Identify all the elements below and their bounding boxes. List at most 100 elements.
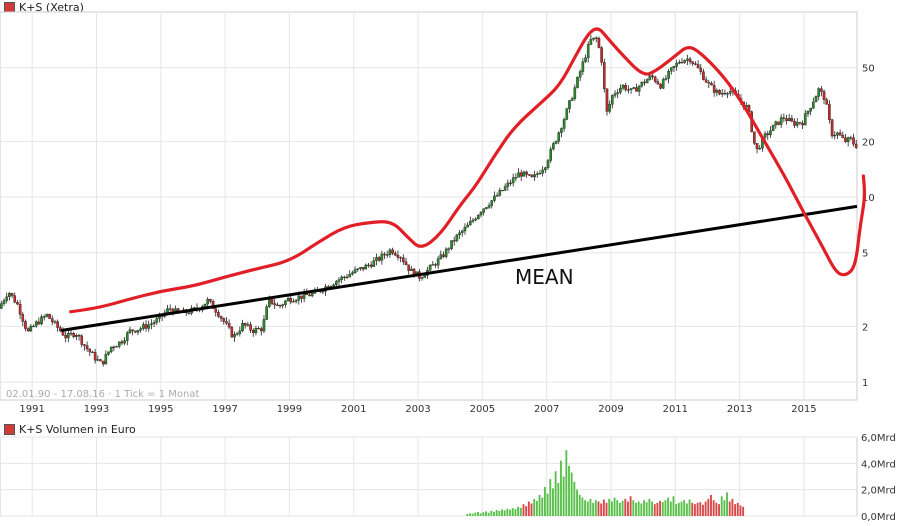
x-tick-label: 1999	[277, 404, 302, 415]
candle-body	[214, 308, 218, 313]
volume-bar	[685, 503, 688, 516]
volume-bar	[468, 513, 471, 516]
volume-bar	[527, 501, 530, 516]
price-chart-title-text: K+S (Xetra)	[19, 1, 84, 14]
volume-bar	[589, 498, 592, 516]
candle-body	[45, 313, 49, 317]
candle-body	[552, 143, 555, 150]
candle-body	[522, 171, 526, 177]
candle-body	[281, 304, 285, 307]
candle-body	[611, 95, 614, 105]
candle-body	[377, 257, 381, 261]
candle-body	[568, 100, 571, 109]
candle-body	[801, 122, 804, 126]
candle-body	[75, 335, 78, 337]
volume-bar	[597, 501, 600, 516]
candle-body	[48, 313, 51, 319]
candle-body	[688, 58, 692, 63]
candle-body	[383, 253, 386, 256]
candle-body	[763, 133, 767, 138]
candle-body	[501, 189, 504, 192]
candle-body	[833, 135, 837, 137]
candle-body	[817, 88, 820, 97]
volume-bar	[581, 497, 584, 516]
candle-body	[632, 87, 636, 89]
candle-body	[648, 75, 652, 80]
volume-bar	[485, 511, 487, 516]
volume-bar	[651, 501, 653, 516]
volume-bar	[605, 502, 608, 516]
candle-body	[651, 75, 654, 78]
volume-bar	[570, 472, 573, 516]
candle-body	[16, 302, 19, 305]
candle-body	[152, 322, 156, 324]
candle-body	[535, 173, 539, 175]
candle-body	[645, 79, 649, 84]
volume-bar	[637, 501, 640, 516]
candle-body	[292, 301, 295, 303]
candle-body	[629, 88, 633, 90]
candle-body	[450, 240, 453, 249]
volume-bar	[573, 481, 576, 516]
candle-body	[96, 359, 100, 361]
candle-body	[525, 171, 528, 175]
mean-line	[60, 204, 858, 332]
candle-body	[704, 79, 708, 83]
candle-body	[367, 264, 370, 266]
candle-body	[385, 254, 389, 256]
candle-body	[99, 359, 102, 362]
candle-body	[466, 224, 469, 228]
candle-body	[2, 300, 6, 304]
candle-body	[621, 84, 625, 89]
candle-body	[514, 177, 518, 179]
candle-body	[257, 328, 260, 330]
y-tick-label: 10	[862, 193, 875, 204]
candle-body	[675, 62, 678, 67]
x-tick-label: 1991	[19, 404, 44, 415]
candle-body	[217, 312, 220, 317]
volume-bar	[659, 500, 662, 516]
candle-body	[241, 323, 244, 332]
volume-bar	[584, 500, 587, 516]
candle-body	[838, 132, 842, 136]
candle-body	[235, 333, 239, 335]
volume-bar	[487, 512, 490, 516]
candle-body	[511, 177, 515, 184]
candle-body	[32, 325, 35, 328]
candle-body	[803, 113, 807, 126]
candle-body	[147, 324, 151, 329]
volume-bar	[718, 504, 720, 516]
candle-body	[656, 81, 660, 85]
volume-bar	[669, 501, 672, 516]
volume-bar	[592, 502, 595, 516]
volume-legend-square	[4, 424, 15, 435]
x-tick-label: 2013	[727, 404, 752, 415]
volume-panel: 6,0Mrd 4,0Mrd 2,0Mrd 0,0Mrd	[0, 433, 896, 523]
candle-body	[93, 352, 97, 361]
candle-body	[487, 205, 491, 208]
candle-body	[91, 351, 94, 353]
candle-body	[284, 300, 287, 305]
volume-bar	[731, 498, 734, 516]
volume-bar	[541, 497, 544, 516]
candle-body	[822, 91, 826, 100]
x-tick-label: 2011	[663, 404, 688, 415]
candle-body	[251, 329, 255, 334]
candle-body	[771, 124, 775, 131]
volume-bar	[640, 503, 643, 516]
candle-body	[246, 324, 250, 326]
candle-body	[24, 321, 27, 329]
candle-body	[203, 303, 207, 307]
volume-bar	[613, 497, 616, 516]
volume-bar	[704, 501, 707, 516]
candle-body	[345, 276, 349, 278]
volume-bar	[739, 505, 742, 516]
volume-y-tick-label: 6,0Mrd	[861, 433, 896, 444]
candle-body	[243, 323, 247, 326]
candle-body	[584, 57, 587, 62]
volume-chart-title: K+S Volumen in Euro	[4, 423, 136, 436]
volume-bar	[736, 502, 739, 516]
volume-bar	[552, 488, 554, 516]
candle-body	[602, 62, 606, 90]
candle-body	[104, 354, 108, 365]
